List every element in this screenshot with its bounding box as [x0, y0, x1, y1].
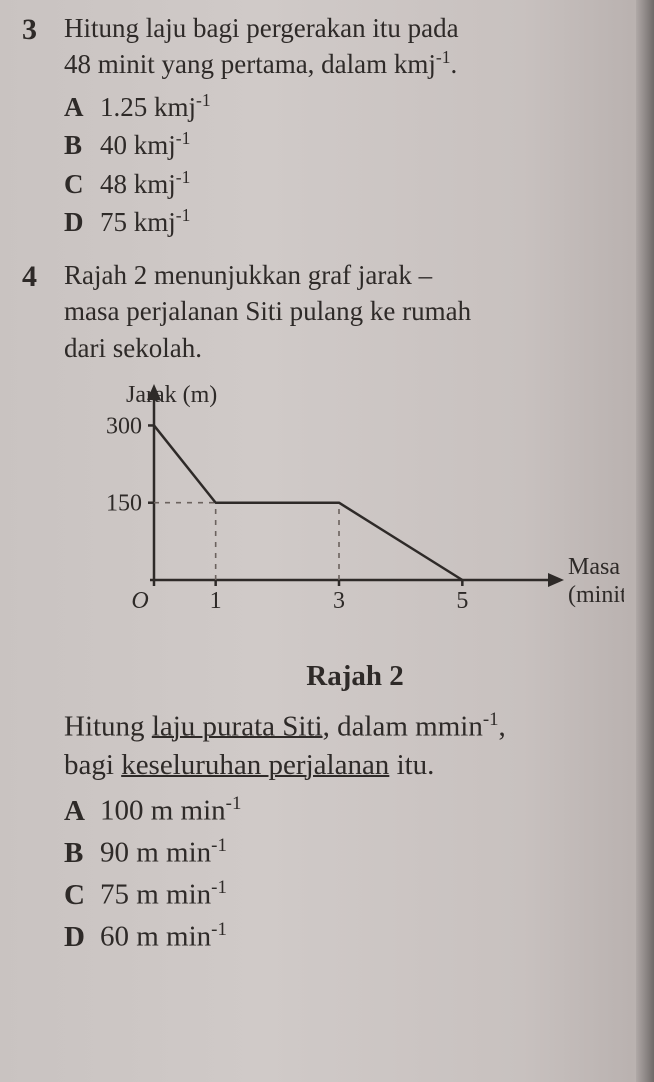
option-text-main: 100 m min [100, 795, 226, 827]
option-text-main: 75 m min [100, 879, 211, 911]
option-letter: C [64, 166, 90, 202]
q4-ask-l1a: Hitung [64, 710, 152, 742]
q4-ask-l2b: itu. [389, 749, 434, 781]
option-text-main: 60 m min [100, 921, 211, 953]
option-text: 90 m min-1 [100, 833, 227, 873]
q3-option-a: A 1.25 kmj-1 [64, 89, 646, 125]
q4-options: A 100 m min-1 B 90 m min-1 C 75 m min-1 … [64, 791, 646, 956]
svg-text:150: 150 [106, 491, 142, 517]
q4-body: Rajah 2 menunjukkan graf jarak – masa pe… [64, 257, 646, 959]
page: 3 Hitung laju bagi pergerakan itu pada 4… [0, 0, 654, 1082]
svg-text:Masa: Masa [568, 554, 620, 580]
option-text-main: 90 m min [100, 837, 211, 869]
option-letter: B [64, 834, 90, 873]
option-text: 75 kmj-1 [100, 204, 190, 240]
q3-option-b: B 40 kmj-1 [64, 127, 646, 163]
q4-ask-l2a: bagi [64, 749, 121, 781]
option-letter: C [64, 876, 90, 915]
q3-body: Hitung laju bagi pergerakan itu pada 48 … [64, 10, 646, 243]
option-text-sup: -1 [176, 167, 191, 187]
q4-ask-l1b: , dalam mmin [323, 710, 483, 742]
q4-option-b: B 90 m min-1 [64, 833, 646, 873]
q4-ask-sup: -1 [483, 709, 499, 730]
option-text-sup: -1 [176, 205, 191, 225]
option-text-sup: -1 [211, 877, 227, 898]
option-text-sup: -1 [211, 919, 227, 940]
figure-caption: Rajah 2 [64, 657, 646, 696]
option-text: 75 m min-1 [100, 875, 227, 915]
distance-time-graph: Jarak (m) 150 300 O 1 3 5 Masa(minit) [64, 382, 646, 651]
q3-stem: Hitung laju bagi pergerakan itu pada 48 … [64, 10, 646, 83]
option-letter: D [64, 204, 90, 240]
q3-stem-tail: . [451, 49, 458, 79]
option-text-sup: -1 [211, 835, 227, 856]
q3-stem-line1: Hitung laju bagi pergerakan itu pada [64, 13, 459, 43]
q4-stem-line3: dari sekolah. [64, 333, 202, 363]
q4-ask-l2-underline: keseluruhan perjalanan [121, 749, 389, 781]
option-letter: A [64, 89, 90, 125]
q4-option-c: C 75 m min-1 [64, 875, 646, 915]
option-text-sup: -1 [196, 90, 211, 110]
q4-ask: Hitung laju purata Siti, dalam mmin-1, b… [64, 707, 646, 786]
svg-text:O: O [131, 588, 148, 614]
question-3: 3 Hitung laju bagi pergerakan itu pada 4… [22, 10, 646, 243]
option-text-main: 1.25 kmj [100, 92, 196, 122]
option-text: 100 m min-1 [100, 791, 241, 831]
q4-stem: Rajah 2 menunjukkan graf jarak – masa pe… [64, 257, 646, 366]
q3-option-d: D 75 kmj-1 [64, 204, 646, 240]
q3-number: 3 [22, 10, 64, 51]
option-text: 60 m min-1 [100, 917, 227, 957]
q4-stem-line1: Rajah 2 menunjukkan graf jarak – [64, 260, 432, 290]
q3-options: A 1.25 kmj-1 B 40 kmj-1 C 48 kmj-1 D 75 … [64, 89, 646, 241]
q4-ask-l1-tail: , [499, 710, 506, 742]
svg-text:300: 300 [106, 413, 142, 439]
q3-stem-line2a: 48 minit yang pertama, dalam kmj [64, 49, 436, 79]
option-text-main: 48 kmj [100, 169, 176, 199]
option-letter: A [64, 792, 90, 831]
q3-stem-sup: -1 [436, 47, 451, 67]
q4-stem-line2: masa perjalanan Siti pulang ke rumah [64, 296, 471, 326]
question-4: 4 Rajah 2 menunjukkan graf jarak – masa … [22, 257, 646, 959]
svg-text:5: 5 [456, 588, 468, 614]
option-letter: D [64, 918, 90, 957]
page-spine-shadow [636, 0, 654, 1082]
q4-ask-l1-underline: laju purata Siti [152, 710, 323, 742]
option-text: 48 kmj-1 [100, 166, 190, 202]
option-text: 1.25 kmj-1 [100, 89, 211, 125]
option-text-sup: -1 [226, 793, 242, 814]
option-text: 40 kmj-1 [100, 127, 190, 163]
svg-text:3: 3 [333, 588, 345, 614]
option-text-main: 75 kmj [100, 207, 176, 237]
option-text-sup: -1 [176, 128, 191, 148]
q4-option-d: D 60 m min-1 [64, 917, 646, 957]
option-text-main: 40 kmj [100, 130, 176, 160]
q4-number: 4 [22, 257, 64, 298]
svg-text:Jarak (m): Jarak (m) [126, 382, 217, 408]
q3-option-c: C 48 kmj-1 [64, 166, 646, 202]
q4-option-a: A 100 m min-1 [64, 791, 646, 831]
option-letter: B [64, 127, 90, 163]
graph-svg: Jarak (m) 150 300 O 1 3 5 Masa(minit) [64, 382, 624, 642]
svg-text:(minit): (minit) [568, 582, 624, 608]
svg-text:1: 1 [210, 588, 222, 614]
